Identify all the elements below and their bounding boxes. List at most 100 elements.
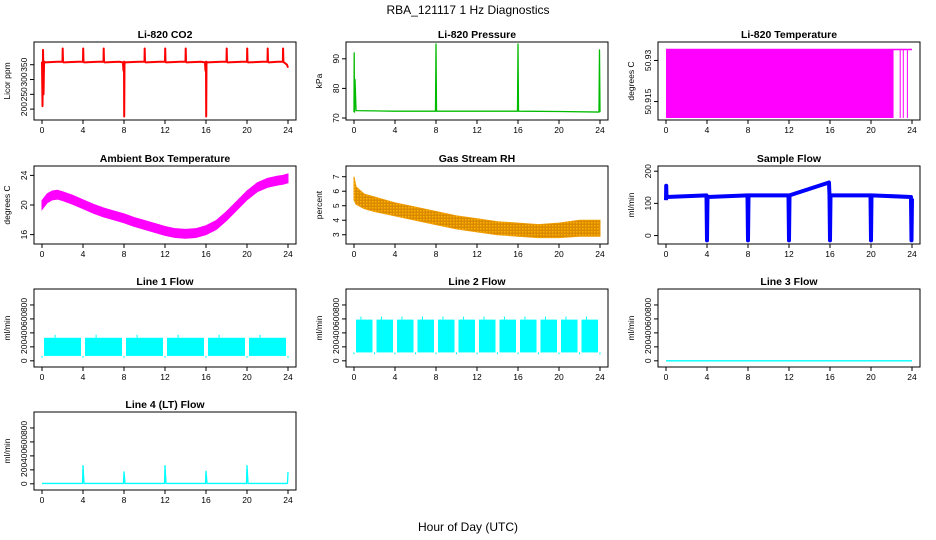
x-tick-label: 20 [866,372,876,382]
panel-8: Line 2 Flow ml/min 0 4 8 12 16 20 24 0 20040060080… [314,276,609,382]
y-tick-label: 300 [19,72,29,86]
x-tick-label: 0 [352,372,357,382]
y-tick-label: 400 [643,326,653,340]
temperature-band [666,49,894,119]
x-tick-label: 20 [554,372,564,382]
y-tick-label: 5 [331,203,341,208]
y-tick-label: 90 [331,54,341,64]
x-tick-label: 0 [664,249,669,259]
x-tick-label: 16 [825,249,835,259]
panel-title: Line 1 Flow [136,276,194,288]
y-tick-label: 0 [19,358,29,363]
x-tick-label: 8 [434,125,439,135]
y-axis-label: kPa [314,73,324,88]
x-tick-label: 4 [81,372,86,382]
y-tick-label: 200 [19,102,29,116]
plot-area [42,465,289,485]
panel-title: Line 4 (LT) Flow [125,399,205,411]
x-tick-label: 8 [434,249,439,259]
panel-4: Ambient Box Temperature degrees C 0 4 8 12 16 2… [2,153,297,259]
x-tick-label: 8 [122,125,127,135]
x-tick-label: 12 [160,372,170,382]
y-tick-label: 400 [19,326,29,340]
plot-area [353,43,601,113]
plot-area [664,180,914,243]
x-tick-label: 4 [81,125,86,135]
x-tick-label: 0 [40,249,45,259]
y-axis-label: degrees C [2,185,12,224]
y-tick-label: 16 [19,230,29,240]
x-tick-label: 8 [122,372,127,382]
y-tick-label: 7 [331,174,341,179]
x-tick-label: 4 [81,495,86,505]
flow-band-segment [479,319,496,353]
series-line [41,47,289,118]
panel-5: Gas Stream RH percent 0 4 8 12 16 20 24 3 4 5 6 7 [314,153,609,259]
flow-band-segment [438,319,455,353]
x-tick-label: 12 [472,372,482,382]
rh-band-texture [354,176,600,238]
y-tick-label: 0 [19,481,29,486]
x-tick-label: 8 [122,495,127,505]
panel-10: Line 4 (LT) Flow ml/min 0 4 8 12 16 20 24 0 200400… [2,399,297,505]
temperature-band-segment [906,49,908,119]
y-tick-label: 6 [331,189,341,194]
x-tick-label: 12 [472,125,482,135]
x-tick-label: 8 [434,372,439,382]
flow-band-segment [520,319,537,353]
y-axis-label: ml/min [2,315,12,340]
x-tick-label: 16 [201,372,211,382]
flow-band-segment [458,319,475,353]
y-axis-label: ml/min [626,315,636,340]
x-tick-label: 0 [352,125,357,135]
y-tick-label: 800 [19,298,29,312]
x-tick-label: 0 [40,372,45,382]
y-tick-label: 350 [19,57,29,71]
x-tick-label: 8 [122,249,127,259]
y-tick-label: 0 [643,233,653,238]
y-tick-label: 200 [331,339,341,353]
flow-band-segment [540,319,557,353]
y-tick-label: 200 [19,339,29,353]
ambient-band [41,173,289,239]
flow-band-segment [499,319,516,353]
x-tick-label: 20 [866,249,876,259]
x-tick-label: 16 [201,125,211,135]
temperature-band-segment [899,49,901,119]
plot-frame [345,41,609,121]
panel-title: Line 3 Flow [760,276,818,288]
y-axis-label: ml/min [2,438,12,463]
x-tick-label: 24 [907,372,917,382]
x-tick-label: 24 [283,495,293,505]
x-tick-label: 12 [784,372,794,382]
x-tick-label: 20 [242,495,252,505]
flow-band-segment [249,337,286,356]
x-tick-label: 0 [352,249,357,259]
plot-area [41,47,289,118]
y-tick-label: 0 [643,358,653,363]
x-tick-label: 20 [866,125,876,135]
plot-frame [657,288,921,368]
x-tick-label: 24 [907,249,917,259]
y-tick-label: 0 [331,358,341,363]
x-tick-label: 16 [825,372,835,382]
panel-7: Line 1 Flow ml/min 0 4 8 12 16 20 24 0 20040060080… [2,276,297,382]
y-tick-label: 4 [331,218,341,223]
x-tick-label: 8 [746,372,751,382]
plot-area [666,48,912,119]
panel-title: Li-820 Temperature [741,29,837,41]
flow-band-segment [44,337,81,356]
x-tick-label: 8 [746,249,751,259]
y-axis-label: ml/min [314,315,324,340]
flow-band-segment [167,337,204,356]
y-axis-label: percent [314,190,324,219]
x-tick-label: 4 [393,249,398,259]
x-tick-label: 12 [160,125,170,135]
x-tick-label: 20 [242,249,252,259]
panel-3: Li-820 Temperature degrees C 0 4 8 12 16 20 24 50… [626,29,921,135]
temperature-band-segment [902,49,904,119]
x-tick-label: 0 [664,372,669,382]
y-tick-label: 50.915 [643,88,653,114]
